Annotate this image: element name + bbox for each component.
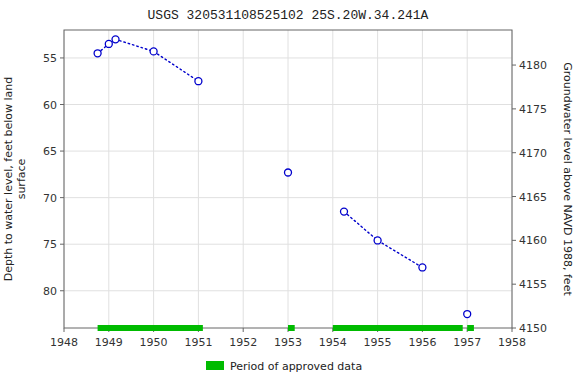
grid-line-x — [377, 30, 378, 328]
grid-line-y — [64, 151, 512, 152]
y-tick — [60, 244, 64, 245]
y-tick-label: 65 — [43, 145, 57, 158]
point — [150, 48, 157, 55]
y-tick-label: 80 — [43, 285, 57, 298]
x-tick — [243, 328, 244, 332]
legend-label: Period of approved data — [230, 360, 362, 373]
y-tick-label: 70 — [43, 192, 57, 205]
y2-tick — [512, 240, 516, 241]
y2-tick-label: 4180 — [519, 59, 547, 72]
point — [419, 264, 426, 271]
point — [112, 36, 119, 43]
y-tick-label: 60 — [43, 99, 57, 112]
x-tick — [512, 328, 513, 332]
title: USGS 320531108525102 25S.20W.34.241A — [148, 8, 429, 23]
y2-tick-label: 4170 — [519, 147, 547, 160]
legend: Period of approved data — [206, 360, 362, 373]
grid — [64, 30, 512, 328]
x-tick-label: 1954 — [319, 336, 347, 349]
approved-period — [467, 325, 474, 331]
grid-line-x — [467, 30, 468, 328]
y-tick-label: 55 — [43, 52, 57, 65]
grid-line-y — [64, 244, 512, 245]
point — [285, 169, 292, 176]
line — [344, 212, 422, 268]
y2-tick-label: 4155 — [519, 278, 547, 291]
approved-period — [98, 325, 203, 331]
y2-tick — [512, 65, 516, 66]
grid-line-x — [198, 30, 199, 328]
axes: 1948 1949 1950 1951 1952 1953 1954 1955 1956 1957… — [43, 52, 547, 349]
line — [98, 39, 199, 81]
point — [341, 208, 348, 215]
grid-line-y — [64, 290, 512, 291]
x-tick-label: 1951 — [184, 336, 212, 349]
y-tick — [60, 151, 64, 152]
y2-tick-label: 4160 — [519, 234, 547, 247]
x-tick-label: 1950 — [140, 336, 168, 349]
x-tick-label: 1949 — [95, 336, 123, 349]
grid-line-x — [332, 30, 333, 328]
point — [94, 50, 101, 57]
data — [94, 36, 471, 318]
x-tick-label: 1956 — [408, 336, 436, 349]
grid-line-y — [64, 57, 512, 58]
y-axis-label-line: surface — [15, 158, 28, 199]
chart: 1948 1949 1950 1951 1952 1953 1954 1955 1956 1957… — [0, 0, 576, 384]
y-tick — [60, 57, 64, 58]
x-tick-label: 1955 — [364, 336, 392, 349]
background — [0, 0, 576, 384]
y-axis-label: Depth to water level, feet below landsur… — [2, 77, 28, 282]
y2-axis-label: Groundwater level above NAVD 1988, feet — [561, 62, 574, 296]
y2-tick — [512, 196, 516, 197]
grid-line-x — [153, 30, 154, 328]
x-tick-label: 1948 — [50, 336, 78, 349]
point — [374, 237, 381, 244]
grid-line-x — [422, 30, 423, 328]
x-tick-label: 1957 — [453, 336, 481, 349]
approved-periods — [98, 325, 474, 331]
grid-line-x — [288, 30, 289, 328]
grid-line-y — [64, 104, 512, 105]
y-tick — [60, 290, 64, 291]
approved-period — [288, 325, 295, 331]
x-tick — [64, 328, 65, 332]
x-tick-label: 1958 — [498, 336, 526, 349]
y-tick-label: 75 — [43, 238, 57, 251]
legend-swatch — [206, 361, 224, 370]
y-tick — [60, 104, 64, 105]
y2-tick — [512, 328, 516, 329]
y2-tick — [512, 152, 516, 153]
point — [195, 78, 202, 85]
y2-tick-label: 4165 — [519, 191, 547, 204]
y-tick — [60, 197, 64, 198]
y-axis-label-line: Depth to water level, feet below land — [2, 77, 15, 282]
grid-line-x — [108, 30, 109, 328]
y2-tick — [512, 284, 516, 285]
grid-line-x — [243, 30, 244, 328]
x-tick-label: 1953 — [274, 336, 302, 349]
x-tick-label: 1952 — [229, 336, 257, 349]
y2-tick-label: 4175 — [519, 103, 547, 116]
plot-frame — [64, 30, 512, 328]
grid-line-y — [64, 197, 512, 198]
point — [464, 311, 471, 318]
point — [105, 40, 112, 47]
approved-period — [333, 325, 463, 331]
y2-tick-label: 4150 — [519, 322, 547, 335]
y2-tick — [512, 108, 516, 109]
